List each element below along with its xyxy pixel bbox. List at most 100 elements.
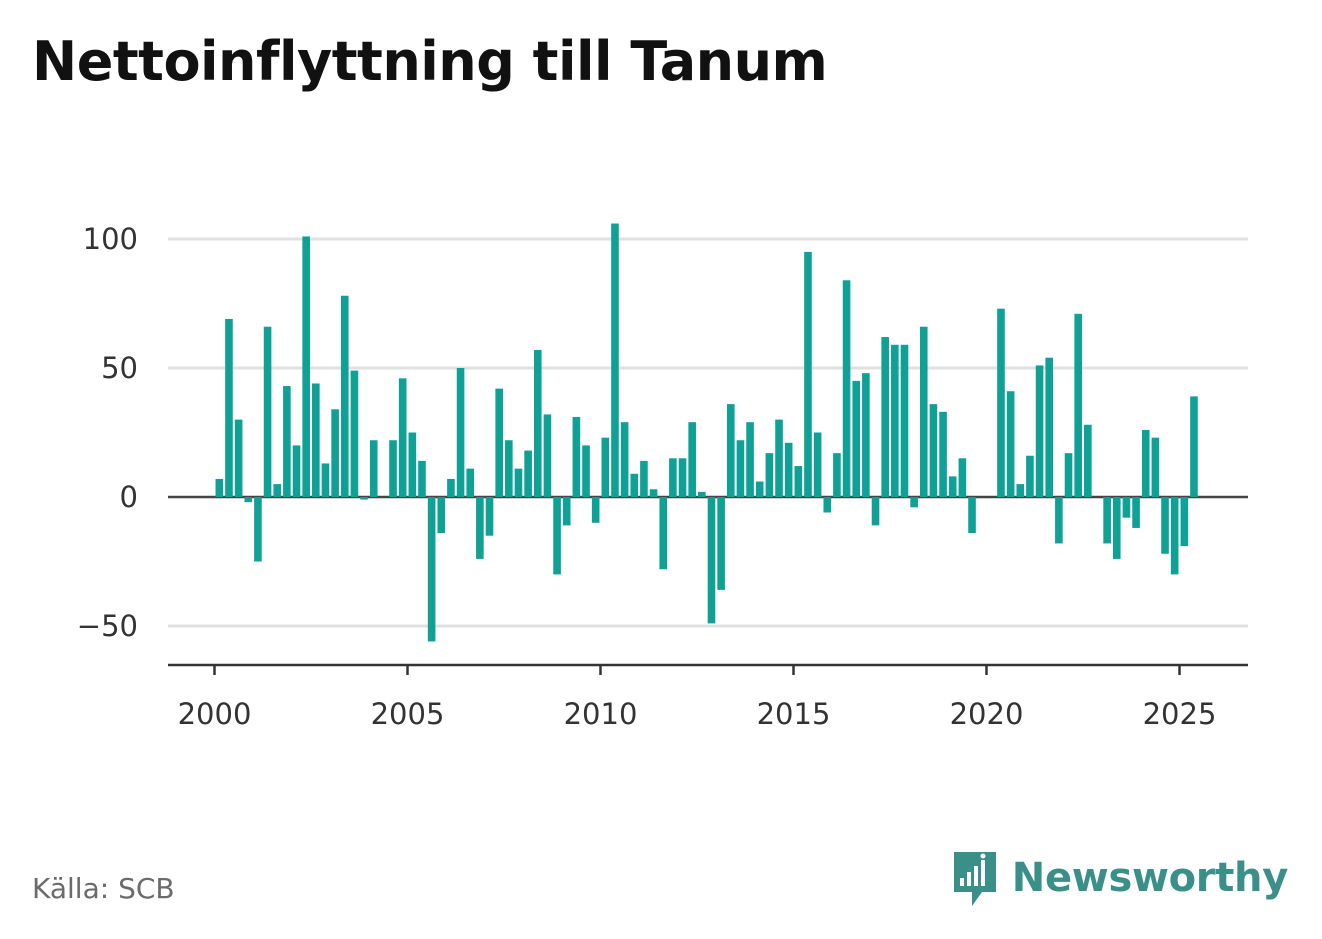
bar: [862, 373, 870, 497]
bar: [1026, 455, 1034, 497]
bar: [958, 458, 967, 497]
bar: [591, 497, 600, 523]
bar: [283, 386, 291, 497]
bar: [1064, 453, 1073, 497]
bar: [775, 419, 783, 497]
bar: [533, 349, 542, 497]
bar: [389, 440, 397, 497]
brand-logo[interactable]: Newsworthy: [950, 848, 1288, 908]
bar: [669, 458, 677, 497]
bar: [321, 463, 330, 497]
bar: [630, 473, 639, 497]
bar: [717, 497, 725, 590]
bar: [466, 468, 475, 497]
bar: [350, 370, 359, 497]
bar: [572, 417, 581, 497]
bar: [871, 497, 880, 526]
x-tick-label: 2000: [178, 697, 252, 731]
bar: [1074, 313, 1082, 497]
bar: [1084, 424, 1092, 497]
bar: [755, 481, 764, 497]
bar: [244, 497, 253, 503]
bar: [997, 308, 1005, 497]
bar: [601, 437, 610, 497]
bar: [611, 223, 619, 497]
bar: [833, 453, 841, 497]
bar: [369, 440, 378, 497]
bar: [726, 404, 735, 497]
bar: [447, 478, 455, 497]
bar: [562, 497, 571, 526]
bar: [804, 251, 812, 497]
bar: [698, 491, 706, 497]
bar: [842, 280, 851, 497]
bar: [225, 318, 233, 497]
bar: [765, 453, 774, 497]
bar: [398, 378, 407, 497]
bar: [688, 422, 696, 497]
bar: [640, 460, 648, 497]
bar: [1122, 497, 1131, 518]
bar: [929, 404, 938, 497]
x-axis: 2000 2005 2010 2015 2020 2025: [168, 663, 1248, 731]
bar: [1190, 396, 1198, 497]
bar: [254, 497, 262, 562]
bar: [813, 432, 822, 497]
y-tick-label: −50: [77, 609, 138, 643]
bar: [476, 497, 484, 559]
bar: [553, 497, 561, 575]
newsworthy-logo-icon: [953, 852, 996, 906]
bar: [620, 422, 629, 497]
bar: [312, 383, 320, 497]
bar: [1132, 497, 1140, 528]
bar: [968, 497, 976, 534]
x-tick-label: 2025: [1143, 697, 1217, 731]
bar: [215, 478, 224, 497]
bar: [543, 414, 552, 497]
bar: [340, 295, 349, 497]
bar: [1006, 391, 1015, 497]
bar: [1055, 497, 1063, 544]
bar: [1112, 497, 1121, 559]
bar: [659, 497, 668, 570]
source-note: Källa: SCB: [32, 872, 175, 905]
chart-title: Nettoinflyttning till Tanum: [32, 30, 828, 93]
bar: [408, 432, 417, 497]
y-axis: −50 0 50 100: [77, 222, 138, 643]
bar: [881, 337, 889, 497]
bar: [919, 326, 928, 497]
bar: [1151, 437, 1160, 497]
bar: [437, 497, 446, 534]
bar: [456, 368, 465, 497]
bars: [215, 223, 1198, 642]
bar: [302, 236, 310, 498]
bar: [1103, 497, 1111, 544]
bar: [1016, 484, 1025, 497]
y-tick-label: 100: [83, 222, 138, 256]
bar: [649, 489, 658, 497]
bar: [234, 419, 243, 497]
bar: [485, 497, 494, 536]
x-tick-label: 2020: [950, 697, 1024, 731]
bar: [794, 466, 803, 497]
bar: [948, 476, 957, 497]
bar: [1141, 429, 1150, 497]
bar: [736, 440, 745, 497]
bar: [263, 326, 272, 497]
bar: [707, 497, 716, 624]
bar: [1170, 497, 1179, 575]
bar: [514, 468, 523, 497]
bar: [292, 445, 301, 497]
bar: [427, 497, 436, 642]
bar: [524, 450, 532, 497]
bar: [823, 497, 832, 513]
bar: [891, 344, 899, 497]
bar: [678, 458, 687, 497]
brand-name: Newsworthy: [1011, 855, 1289, 901]
bar: [273, 484, 282, 497]
bar: [505, 440, 513, 497]
x-tick-label: 2015: [757, 697, 831, 731]
bar: [495, 388, 503, 497]
bar: [1035, 365, 1044, 497]
